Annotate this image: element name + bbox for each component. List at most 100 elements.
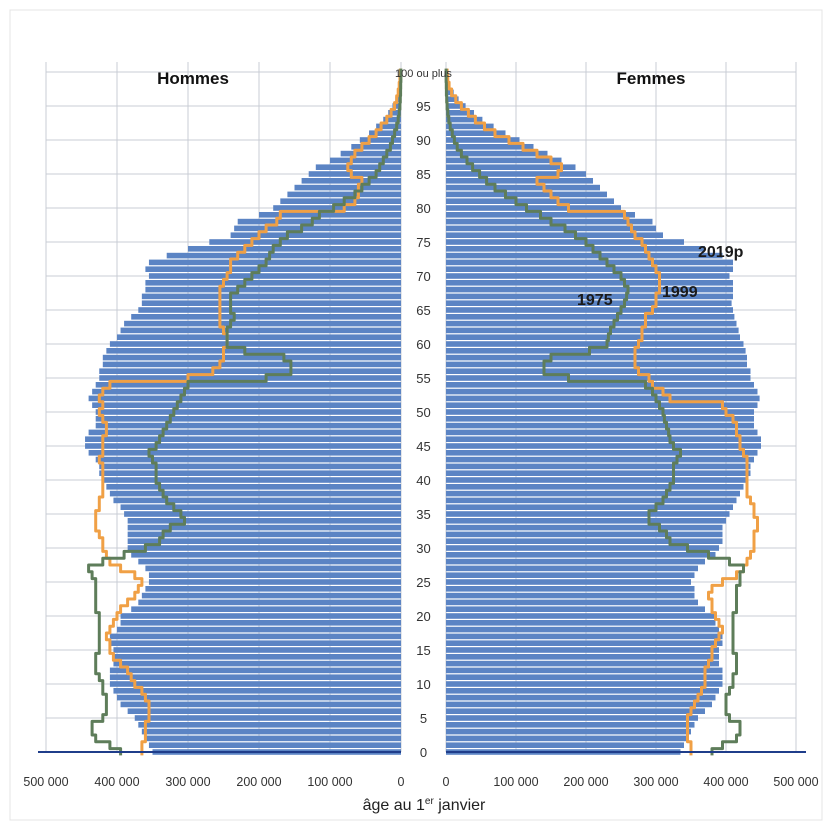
- bar-men-2019p: [141, 728, 401, 735]
- bar-men-2019p: [109, 341, 402, 347]
- y-tick-label: 75: [416, 235, 430, 250]
- bar-men-2019p: [148, 572, 401, 578]
- bar-women-2019p: [446, 497, 737, 504]
- x-tick-label-left: 0: [398, 775, 405, 789]
- bar-men-2019p: [131, 552, 401, 558]
- bar-women-2019p: [446, 416, 754, 422]
- bar-women-2019p: [446, 694, 716, 701]
- bar-men-2019p: [120, 620, 402, 626]
- bar-women-2019p: [446, 218, 653, 225]
- bar-men-2019p: [127, 518, 402, 524]
- bar-women-2019p: [446, 633, 723, 640]
- bar-men-2019p: [131, 314, 401, 320]
- bar-women-2019p: [446, 456, 754, 463]
- bar-women-2019p: [446, 613, 716, 619]
- line-men-1999: [94, 68, 402, 756]
- bar-women-2019p: [446, 150, 548, 157]
- y-tick-label: 60: [416, 337, 430, 352]
- bar-men-2019p: [145, 586, 401, 592]
- bar-men-2019p: [166, 252, 401, 259]
- bar-men-2019p: [120, 504, 402, 510]
- bar-women-2019p: [446, 722, 695, 728]
- bar-women-2019p: [446, 409, 754, 415]
- women-panel-title: Femmes: [617, 69, 686, 88]
- bar-women-2019p: [446, 647, 719, 653]
- bar-women-2019p: [446, 266, 733, 272]
- bar-women-2019p: [446, 307, 733, 313]
- bar-men-2019p: [138, 307, 402, 313]
- bar-men-2019p: [234, 225, 401, 232]
- bar-women-2019p: [446, 660, 719, 667]
- bar-men-2019p: [141, 293, 401, 300]
- bar-men-2019p: [109, 490, 402, 497]
- bar-women-2019p: [446, 701, 712, 708]
- bar-men-2019p: [120, 613, 402, 619]
- bar-women-2019p: [446, 599, 698, 606]
- x-tick-label-left: 400 000: [94, 775, 139, 789]
- series-label-1999: 1999: [662, 284, 698, 301]
- men-panel-title: Hommes: [157, 69, 229, 88]
- bar-men-2019p: [88, 450, 401, 456]
- bar-women-2019p: [446, 293, 733, 300]
- y-tick-label: 70: [416, 269, 430, 284]
- bar-men-2019p: [138, 599, 402, 606]
- bar-men-2019p: [127, 524, 402, 531]
- bar-men-2019p: [102, 361, 402, 368]
- bar-women-2019p: [446, 178, 593, 184]
- bar-women-2019p: [446, 654, 719, 660]
- bar-men-2019p: [315, 164, 401, 170]
- y-tick-label: 95: [416, 99, 430, 114]
- bar-women-2019p: [446, 348, 746, 354]
- y-tick-label: 10: [416, 677, 430, 692]
- bar-men-2019p: [106, 348, 401, 354]
- bar-men-2019p: [280, 198, 401, 204]
- bar-men-2019p: [383, 116, 401, 123]
- bar-women-2019p: [446, 116, 483, 123]
- bar-women-2019p: [446, 341, 744, 347]
- tick-labels: 500 000 400 000 300 000 200 000 100 000 0 0 100…: [23, 68, 818, 789]
- bar-women-2019p: [446, 198, 614, 204]
- bar-men-2019p: [330, 157, 401, 164]
- bar-women-2019p: [446, 286, 733, 293]
- bar-women-2019p: [446, 375, 751, 381]
- bar-men-2019p: [113, 660, 401, 667]
- bar-women-2019p: [446, 402, 758, 408]
- bar-women-2019p: [446, 184, 600, 191]
- x-tick-label-left: 100 000: [307, 775, 352, 789]
- bar-women-2019p: [446, 667, 723, 674]
- bar-women-2019p: [446, 191, 607, 198]
- bar-women-2019p: [446, 586, 695, 592]
- bar-women-2019p: [446, 334, 740, 340]
- bar-women-2019p: [446, 361, 747, 368]
- bar-men-2019p: [102, 477, 402, 483]
- bar-women-2019p: [446, 164, 576, 170]
- bar-men-2019p: [109, 633, 402, 640]
- bar-women-2019p: [446, 538, 723, 544]
- bar-women-2019p: [446, 511, 730, 517]
- bar-men-2019p: [145, 565, 401, 572]
- x-tick-label-right: 200 000: [563, 775, 608, 789]
- bar-women-2019p: [446, 110, 474, 116]
- bar-men-2019p: [259, 212, 401, 218]
- bar-men-2019p: [117, 626, 401, 633]
- bar-women-2019p: [446, 463, 751, 470]
- bar-men-2019p: [340, 150, 401, 157]
- series-lines: [87, 68, 759, 756]
- bar-men-2019p: [109, 667, 402, 674]
- y-tick-label: 20: [416, 609, 430, 624]
- bar-men-2019p: [95, 416, 401, 422]
- bar-men-2019p: [99, 463, 401, 470]
- bar-men-2019p: [117, 334, 401, 340]
- x-tick-label-left: 500 000: [23, 775, 68, 789]
- bar-women-2019p: [446, 688, 719, 694]
- bar-men-2019p: [95, 456, 401, 463]
- bar-women-2019p: [446, 252, 723, 259]
- line-men-1975: [87, 68, 403, 756]
- bar-men-2019p: [85, 436, 402, 442]
- men-bars: [85, 69, 402, 755]
- bar-women-2019p: [446, 300, 732, 306]
- y-tick-label: 65: [416, 303, 430, 318]
- bar-women-2019p: [446, 579, 691, 585]
- bar-men-2019p: [145, 735, 401, 742]
- bar-women-2019p: [446, 640, 723, 646]
